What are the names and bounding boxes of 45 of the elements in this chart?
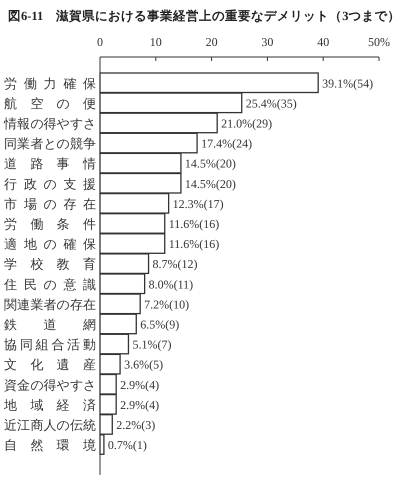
y-tick-label: 自然環境 [4, 438, 96, 453]
y-tick-label: 労働条件 [4, 216, 96, 232]
y-tick-label: 資金の得やすさ [4, 377, 96, 392]
y-tick-label: 市場の存在 [4, 196, 96, 212]
x-tick-label: 0 [97, 35, 103, 49]
y-tick-label: 近江商人の伝統 [4, 417, 96, 432]
y-tick-label: 協同組合活動 [4, 337, 96, 352]
y-tick-label: 住民の意識 [3, 276, 96, 292]
x-tick-label: 40 [317, 35, 330, 49]
x-tick-label: 50% [368, 35, 390, 49]
data-label: 8.0%(11) [148, 277, 194, 292]
x-tick-label: 20 [206, 35, 218, 49]
data-label: 0.7%(1) [108, 438, 147, 452]
data-label: 2.9%(4) [120, 398, 160, 412]
y-tick-label: 関連業者の存在 [4, 296, 96, 312]
data-label: 17.4%(24) [201, 136, 252, 151]
data-label: 6.5%(9) [140, 317, 180, 332]
x-tick-label: 10 [150, 35, 162, 49]
data-label: 7.2%(10) [144, 297, 190, 312]
y-tick-label: 鉄道網 [4, 316, 96, 332]
data-label: 21.0%(29) [221, 116, 272, 130]
chart-title: 図6-11 滋賀県における事業経営上の重要なデメリット（3つまで） [8, 8, 400, 23]
data-label: 3.6%(5) [124, 358, 164, 372]
data-label: 14.5%(20) [184, 156, 236, 171]
y-tick-label: 労働力確保 [4, 76, 96, 91]
y-tick-label: 道路事情 [4, 156, 96, 172]
y-tick-label: 行政の支援 [4, 176, 96, 192]
y-tick-label: 適地の確保 [4, 236, 96, 252]
y-tick-label: 情報の得やすさ [3, 116, 96, 131]
y-tick-label: 同業者との競争 [4, 136, 96, 152]
data-label: 14.5%(20) [184, 176, 236, 191]
data-label: 25.4%(35) [246, 96, 297, 110]
x-tick-label: 30 [261, 35, 274, 49]
data-label: 2.2%(3) [116, 418, 156, 432]
data-label: 2.9%(4) [120, 378, 160, 392]
y-tick-label: 文化遺産 [4, 357, 96, 372]
data-label: 5.1%(7) [132, 338, 172, 352]
y-tick-label: 航空の便 [4, 96, 96, 111]
y-tick-label: 学校教育 [4, 256, 96, 272]
data-label: 12.3%(17) [172, 196, 224, 211]
data-label: 11.6%(16) [168, 237, 220, 252]
y-tick-label: 地域経済 [3, 397, 96, 412]
data-label: 11.6%(16) [168, 216, 220, 231]
data-label: 8.7%(12) [152, 257, 198, 272]
data-label: 39.1%(54) [322, 76, 374, 90]
